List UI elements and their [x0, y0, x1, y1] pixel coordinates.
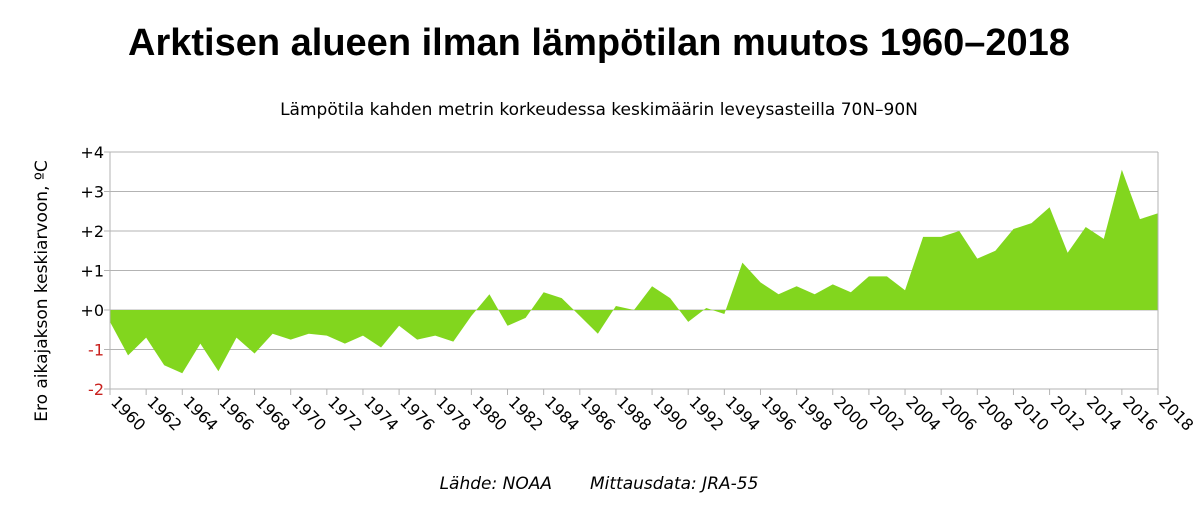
- x-tick-label: 2004: [902, 392, 944, 434]
- y-tick-label: +4: [80, 143, 104, 162]
- x-tick-label: 1968: [252, 392, 294, 434]
- chart-title: Arktisen alueen ilman lämpötilan muutos …: [128, 22, 1070, 64]
- x-tick-label: 1988: [613, 392, 655, 434]
- x-tick-label: 2000: [830, 392, 872, 434]
- x-tick-label: 2012: [1047, 392, 1089, 434]
- x-tick-label: 1982: [505, 392, 547, 434]
- axes: [109, 152, 1159, 395]
- y-tick-label: +2: [80, 222, 104, 241]
- x-tick-label: 1998: [794, 392, 836, 434]
- x-tick-label: 2016: [1119, 392, 1161, 434]
- x-tick-label: 1992: [685, 392, 727, 434]
- y-tick-labels: +4 +3 +2 +1 +0 -1 -2: [80, 143, 104, 399]
- source-label: Lähde: NOAA: [439, 474, 552, 494]
- x-tick-label: 1970: [288, 392, 330, 434]
- y-tick-label: +3: [80, 183, 104, 202]
- x-tick-label: 2018: [1155, 392, 1197, 434]
- x-tick-label: 1984: [541, 392, 583, 434]
- anomaly-area: [110, 169, 1158, 374]
- x-tick-label: 1960: [107, 392, 149, 434]
- x-tick-label: 1990: [649, 392, 691, 434]
- x-tick-label: 1996: [758, 392, 800, 434]
- y-tick-label: +1: [80, 262, 104, 281]
- x-tick-label: 1966: [216, 392, 258, 434]
- x-tick-label: 1994: [722, 392, 764, 434]
- x-tick-label: 1974: [360, 392, 402, 434]
- x-tick-label: 1986: [577, 392, 619, 434]
- x-tick-label: 2014: [1083, 392, 1125, 434]
- x-tick-label: 1972: [324, 392, 366, 434]
- source-caption: Lähde: NOAA Mittausdata: JRA-55: [0, 474, 1198, 494]
- x-tick-label: 1978: [432, 392, 474, 434]
- chart-subtitle: Lämpötila kahden metrin korkeudessa kesk…: [280, 100, 918, 120]
- y-tick-label: +0: [80, 301, 104, 320]
- x-tick-label: 1964: [179, 392, 221, 434]
- area-series: [109, 169, 1159, 374]
- y-tick-label: -2: [88, 380, 104, 399]
- x-tick-label: 2002: [866, 392, 908, 434]
- x-tick-labels: 1960196219641966196819701972197419761978…: [107, 392, 1197, 434]
- x-tick-label: 2010: [1011, 392, 1053, 434]
- measurement-data-label: Mittausdata: JRA-55: [589, 474, 759, 494]
- x-tick-label: 1962: [143, 392, 185, 434]
- y-tick-label: -1: [88, 341, 104, 360]
- x-tick-label: 1976: [396, 392, 438, 434]
- x-tick-label: 1980: [469, 392, 511, 434]
- x-tick-label: 2008: [974, 392, 1016, 434]
- x-tick-label: 2006: [938, 392, 980, 434]
